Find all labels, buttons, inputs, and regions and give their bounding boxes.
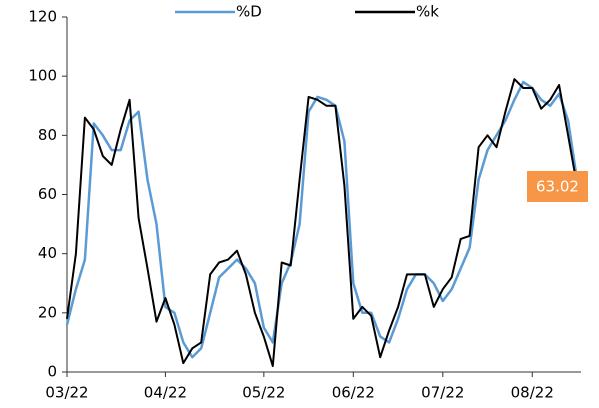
y-tick-label: 100 — [28, 67, 57, 85]
series-line — [65, 80, 579, 359]
y-tick-label: 0 — [47, 363, 57, 381]
x-tick-label: 07/22 — [421, 384, 464, 402]
y-tick-label: 20 — [38, 303, 57, 321]
x-tick-label: 03/22 — [45, 384, 88, 402]
y-tick-label: 80 — [38, 126, 57, 144]
y-tick-label: 60 — [38, 185, 57, 203]
annotation-box — [527, 171, 588, 202]
legend-label: %k — [416, 3, 439, 21]
y-tick-label: 120 — [28, 8, 57, 26]
x-tick-label: 04/22 — [144, 384, 187, 402]
x-tick-label: 08/22 — [511, 384, 554, 402]
x-tick-label: 06/22 — [332, 384, 375, 402]
legend-label: %D — [236, 3, 262, 21]
y-tick-label: 40 — [38, 244, 57, 262]
annotation: 63.02 — [536, 178, 579, 196]
x-tick-label: 05/22 — [242, 384, 285, 402]
series-line — [66, 78, 578, 368]
